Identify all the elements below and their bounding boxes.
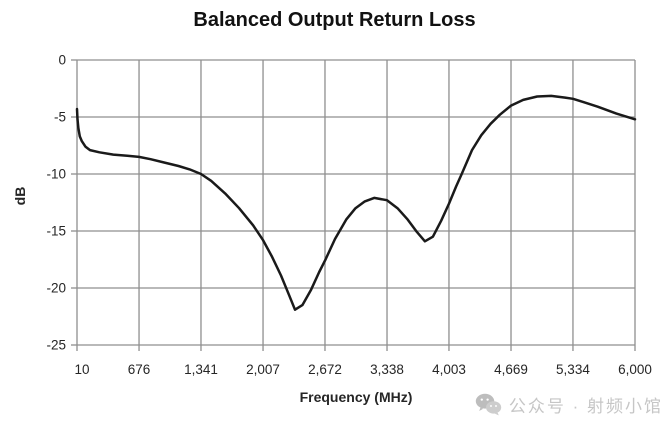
watermark-text: 公众号 · 射频小馆 [508, 397, 663, 416]
x-tick-label: 5,334 [556, 362, 590, 377]
y-tick-label: 0 [58, 53, 66, 68]
watermark: 公众号 · 射频小馆 [475, 392, 663, 417]
y-tick-label: -25 [46, 338, 66, 353]
x-tick-label: 676 [128, 362, 151, 377]
wechat-icon [475, 393, 502, 416]
x-tick-label: 4,003 [432, 362, 466, 377]
x-tick-label: 2,672 [308, 362, 342, 377]
chart-title: Balanced Output Return Loss [193, 9, 476, 31]
y-tick-label: -15 [46, 224, 66, 239]
y-tick-label: -10 [46, 167, 66, 182]
x-tick-label: 3,338 [370, 362, 404, 377]
x-tick-label: 10 [74, 362, 89, 377]
x-tick-label: 6,000 [618, 362, 652, 377]
x-axis-title: Frequency (MHz) [299, 389, 413, 405]
x-tick-label: 1,341 [184, 362, 218, 377]
x-tick-label: 4,669 [494, 362, 528, 377]
x-tick-label: 2,007 [246, 362, 280, 377]
return-loss-curve [75, 94, 637, 311]
y-tick-label: -20 [46, 281, 66, 296]
y-axis-title: dB [12, 186, 28, 206]
y-tick-label: -5 [54, 110, 66, 125]
